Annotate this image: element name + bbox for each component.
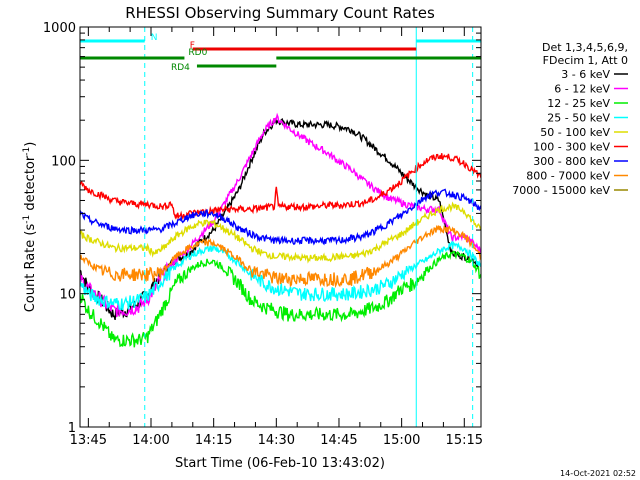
x-axis-label: Start Time (06-Feb-10 13:43:02) bbox=[175, 456, 385, 471]
series-line-2 bbox=[80, 250, 481, 348]
x-tick-label: 15:00 bbox=[383, 433, 420, 448]
x-tick-label: 14:30 bbox=[258, 433, 295, 448]
series-line-6 bbox=[80, 188, 481, 246]
x-tick-label: 14:00 bbox=[132, 433, 169, 448]
axes: 1 10 100 1000 13:45 14:00 14:15 14:30 14:45 15:00… bbox=[43, 21, 483, 448]
legend-label-6: 300 - 800 keV bbox=[533, 155, 610, 168]
plot-frame bbox=[79, 26, 482, 428]
series-line-4 bbox=[80, 201, 481, 264]
state-label-rd4: RD4 bbox=[171, 63, 190, 73]
state-label-f: F bbox=[190, 41, 195, 51]
legend-label-5: 100 - 300 keV bbox=[533, 141, 610, 154]
footer-timestamp: 14-Oct-2021 02:52 bbox=[560, 469, 636, 478]
legend-label-2: 12 - 25 keV bbox=[547, 97, 610, 110]
legend-label-0: 3 - 6 keV bbox=[561, 68, 610, 81]
legend-label-4: 50 - 100 keV bbox=[540, 126, 610, 139]
y-tick-label: 1 bbox=[68, 421, 76, 436]
x-tick-label: 14:15 bbox=[195, 433, 232, 448]
y-tick-label: 10 bbox=[59, 288, 76, 303]
state-label-n: N bbox=[151, 33, 158, 43]
legend-label-7: 800 - 7000 keV bbox=[526, 170, 610, 183]
series-line-7 bbox=[80, 224, 481, 289]
y-tick-label: 1000 bbox=[43, 21, 76, 36]
series-line-3 bbox=[80, 240, 481, 311]
chart-title: RHESSI Observing Summary Count Rates bbox=[125, 4, 435, 22]
state-label-rd0: RD0 bbox=[188, 48, 207, 58]
x-tick-label: 14:45 bbox=[320, 433, 357, 448]
legend: Det 1,3,4,5,6,9,FDecim 1, Att 03 - 6 keV… bbox=[512, 41, 628, 197]
y-axis-label: Count Rate (s-1 detector-1) bbox=[22, 142, 38, 313]
legend-header-1: FDecim 1, Att 0 bbox=[543, 54, 628, 67]
legend-header-0: Det 1,3,4,5,6,9, bbox=[542, 41, 628, 54]
series-line-5 bbox=[80, 153, 481, 221]
legend-label-3: 25 - 50 keV bbox=[547, 112, 610, 125]
legend-label-8: 7000 - 15000 keV bbox=[512, 184, 610, 197]
x-tick-label: 15:15 bbox=[446, 433, 483, 448]
legend-label-1: 6 - 12 keV bbox=[554, 83, 610, 96]
y-tick-label: 100 bbox=[51, 154, 76, 169]
x-tick-label: 13:45 bbox=[70, 433, 107, 448]
